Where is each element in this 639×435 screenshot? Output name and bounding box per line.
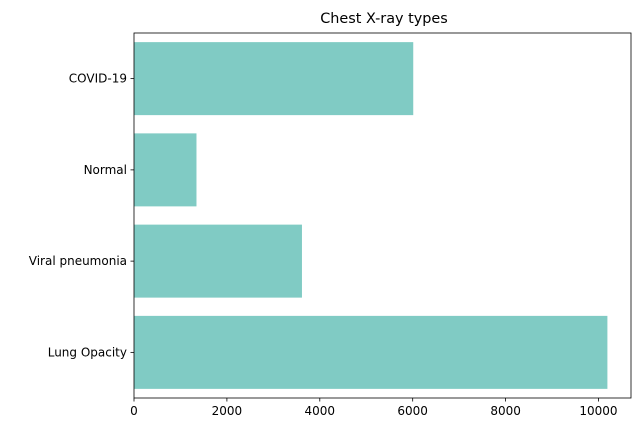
x-tick-label: 6000 (397, 404, 428, 418)
bar-covid-19 (134, 42, 414, 116)
x-tick-label: 0 (130, 404, 138, 418)
bar-viral-pneumonia (134, 224, 302, 298)
y-tick-label: Viral pneumonia (29, 254, 127, 268)
plot-frame (133, 32, 632, 399)
x-tick-label: 10000 (579, 404, 617, 418)
x-tick-label: 4000 (305, 404, 336, 418)
x-tick-label: 8000 (490, 404, 521, 418)
chart-title: Chest X-ray types (320, 11, 448, 27)
y-tick-label: Normal (84, 163, 127, 177)
bar-normal (134, 133, 197, 207)
y-tick-label: COVID-19 (69, 72, 127, 86)
y-tick-label: Lung Opacity (48, 345, 127, 359)
bar-lung-opacity (134, 315, 608, 389)
x-tick-label: 2000 (212, 404, 243, 418)
